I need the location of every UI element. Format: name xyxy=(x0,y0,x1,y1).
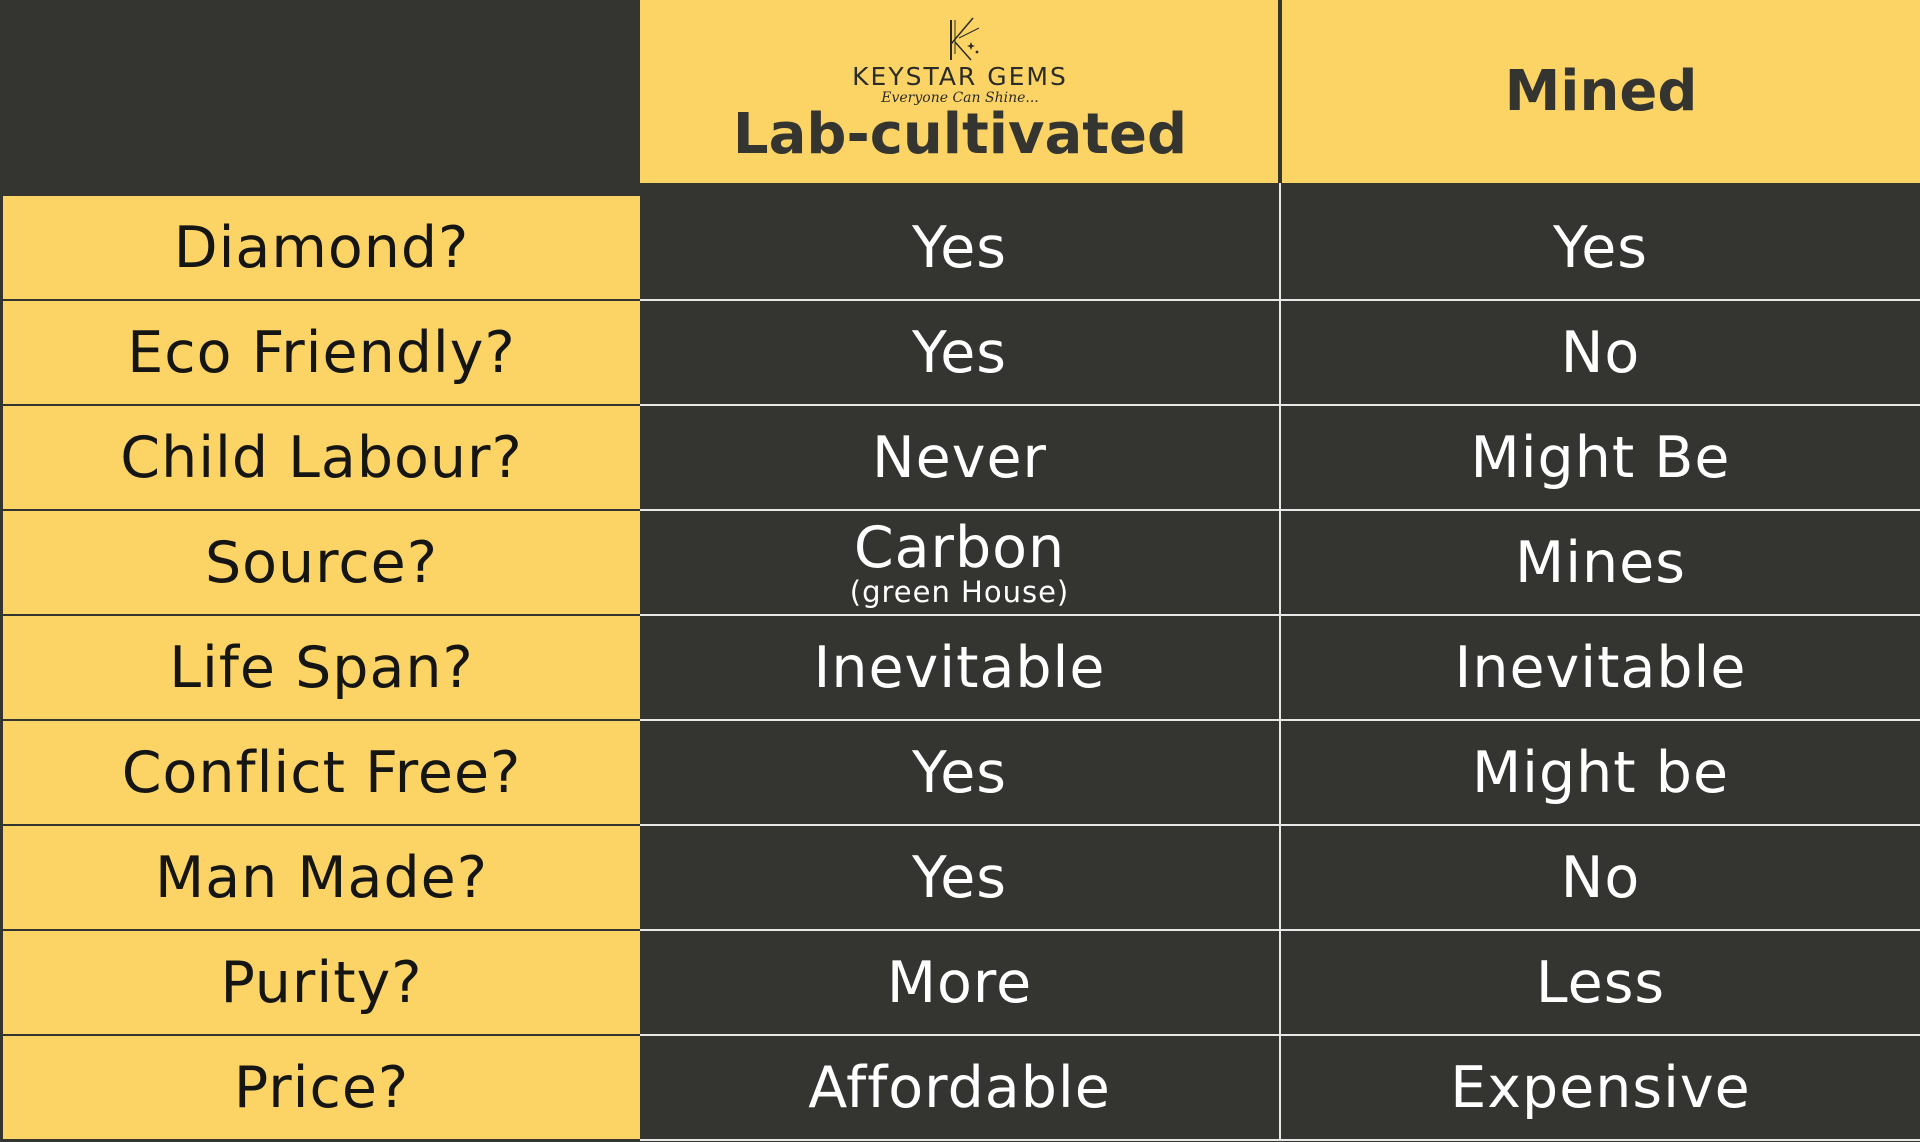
mined-value: Might Be xyxy=(1281,406,1920,509)
row-label: Life Span? xyxy=(0,616,640,719)
mined-value-text: Mines xyxy=(1515,529,1686,596)
lab-value: Affordable xyxy=(640,1036,1279,1139)
brand-name: KEYSTAR GEMS xyxy=(852,62,1068,91)
mined-value-text: Might be xyxy=(1471,739,1730,806)
mined-value: Inevitable xyxy=(1281,616,1920,719)
lab-value: Never xyxy=(640,406,1279,509)
mined-value-text: Might Be xyxy=(1470,424,1731,491)
lab-value: Yes xyxy=(640,721,1279,824)
column-divider xyxy=(1279,931,1281,1036)
lab-value: Inevitable xyxy=(640,616,1279,719)
table-row: Man Made? Yes No xyxy=(0,826,1920,931)
row-label: Purity? xyxy=(0,931,640,1034)
mined-value: No xyxy=(1281,301,1920,404)
column-divider xyxy=(1279,1036,1281,1141)
column-title-lab: Lab-cultivated xyxy=(732,102,1188,167)
lab-value-text: Yes xyxy=(911,214,1007,281)
row-label: Price? xyxy=(0,1036,640,1139)
table-row: Purity? More Less xyxy=(0,931,1920,1036)
table-row: Conflict Free? Yes Might be xyxy=(0,721,1920,826)
header-divider xyxy=(1278,0,1282,183)
column-divider xyxy=(1279,196,1281,301)
column-divider xyxy=(1279,826,1281,931)
table-row: Eco Friendly? Yes No xyxy=(0,301,1920,406)
header-mined: Mined xyxy=(1282,0,1920,183)
table-row: Price? Affordable Expensive xyxy=(0,1036,1920,1141)
mined-value: Might be xyxy=(1281,721,1920,824)
mined-value: Mines xyxy=(1281,511,1920,614)
column-divider xyxy=(1279,406,1281,511)
column-divider xyxy=(1279,616,1281,721)
mined-value: Less xyxy=(1281,931,1920,1034)
lab-value: Carbon (green House) xyxy=(640,511,1279,614)
row-label: Eco Friendly? xyxy=(0,301,640,404)
lab-value-text: Affordable xyxy=(808,1054,1111,1121)
mined-value-text: Inevitable xyxy=(1454,634,1747,701)
row-label: Diamond? xyxy=(0,196,640,299)
column-divider xyxy=(1279,511,1281,616)
mined-value: Yes xyxy=(1281,196,1920,299)
mined-value-text: Less xyxy=(1535,949,1666,1016)
column-divider xyxy=(1279,721,1281,826)
lab-value: Yes xyxy=(640,826,1279,929)
lab-value-text: Never xyxy=(872,424,1047,491)
header-corner xyxy=(0,0,640,196)
lab-value-text: Carbon xyxy=(853,514,1066,581)
brand-logo: KEYSTAR GEMS Everyone Can Shine... xyxy=(852,14,1068,106)
lab-value: More xyxy=(640,931,1279,1034)
header-lab-cultivated: KEYSTAR GEMS Everyone Can Shine... Lab-c… xyxy=(640,0,1280,183)
brand-tagline: Everyone Can Shine... xyxy=(881,90,1039,106)
row-label: Conflict Free? xyxy=(0,721,640,824)
column-title-mined: Mined xyxy=(1504,58,1698,124)
lab-value-text: More xyxy=(886,949,1033,1016)
lab-value-subtext: (green House) xyxy=(849,574,1070,609)
lab-value-text: Yes xyxy=(911,739,1007,806)
lab-value: Yes xyxy=(640,301,1279,404)
row-label: Source? xyxy=(0,511,640,614)
mined-value-text: No xyxy=(1560,319,1641,386)
row-label: Man Made? xyxy=(0,826,640,929)
table-row: Diamond? Yes Yes xyxy=(0,196,1920,301)
mined-value: Expensive xyxy=(1281,1036,1920,1139)
row-label: Child Labour? xyxy=(0,406,640,509)
table-row: Source? Carbon (green House) Mines xyxy=(0,511,1920,616)
table-row: Life Span? Inevitable Inevitable xyxy=(0,616,1920,721)
table-body: Diamond? Yes Yes Eco Friendly? Yes No Ch… xyxy=(0,196,1920,1141)
lab-value: Yes xyxy=(640,196,1279,299)
table-header: KEYSTAR GEMS Everyone Can Shine... Lab-c… xyxy=(0,0,1920,196)
lab-value-text: Yes xyxy=(911,319,1007,386)
mined-value: No xyxy=(1281,826,1920,929)
mined-value-text: No xyxy=(1560,844,1641,911)
keystar-logo-icon xyxy=(950,17,980,61)
mined-value-text: Expensive xyxy=(1450,1054,1751,1121)
lab-value-text: Yes xyxy=(911,844,1007,911)
lab-value-text: Inevitable xyxy=(813,634,1106,701)
table-row: Child Labour? Never Might Be xyxy=(0,406,1920,511)
column-divider-top xyxy=(1279,183,1281,196)
column-divider xyxy=(1279,301,1281,406)
mined-value-text: Yes xyxy=(1552,214,1648,281)
